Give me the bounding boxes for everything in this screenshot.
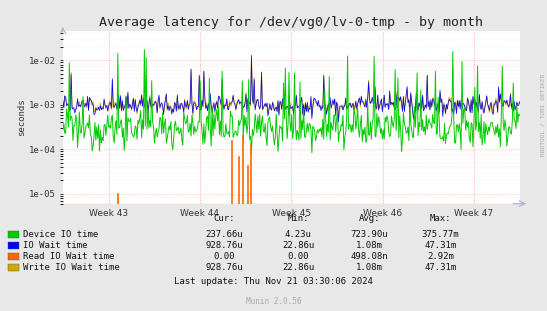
Text: Max:: Max: — [429, 214, 451, 223]
Text: 928.76u: 928.76u — [206, 263, 243, 272]
Text: 928.76u: 928.76u — [206, 241, 243, 250]
Text: 375.77m: 375.77m — [422, 230, 459, 239]
Text: Device IO time: Device IO time — [23, 230, 98, 239]
Y-axis label: seconds: seconds — [16, 99, 26, 136]
Text: 723.90u: 723.90u — [351, 230, 388, 239]
Text: 47.31m: 47.31m — [424, 241, 456, 250]
Text: 22.86u: 22.86u — [282, 263, 314, 272]
Text: 2.92m: 2.92m — [427, 252, 454, 261]
Title: Average latency for /dev/vg0/lv-0-tmp - by month: Average latency for /dev/vg0/lv-0-tmp - … — [99, 16, 484, 29]
Text: 237.66u: 237.66u — [206, 230, 243, 239]
Text: IO Wait time: IO Wait time — [23, 241, 88, 250]
Text: Avg:: Avg: — [358, 214, 380, 223]
Text: 22.86u: 22.86u — [282, 241, 314, 250]
Text: Munin 2.0.56: Munin 2.0.56 — [246, 297, 301, 306]
Text: 0.00: 0.00 — [287, 252, 309, 261]
Text: Min:: Min: — [287, 214, 309, 223]
Text: 0.00: 0.00 — [213, 252, 235, 261]
Text: RRDTOOL / TOBI OETIKER: RRDTOOL / TOBI OETIKER — [540, 74, 546, 156]
Text: Cur:: Cur: — [213, 214, 235, 223]
Text: Write IO Wait time: Write IO Wait time — [23, 263, 120, 272]
Text: 1.08m: 1.08m — [356, 241, 383, 250]
Text: Read IO Wait time: Read IO Wait time — [23, 252, 114, 261]
Text: Last update: Thu Nov 21 03:30:06 2024: Last update: Thu Nov 21 03:30:06 2024 — [174, 277, 373, 286]
Text: 1.08m: 1.08m — [356, 263, 383, 272]
Text: 498.08n: 498.08n — [351, 252, 388, 261]
Text: 4.23u: 4.23u — [284, 230, 312, 239]
Text: 47.31m: 47.31m — [424, 263, 456, 272]
